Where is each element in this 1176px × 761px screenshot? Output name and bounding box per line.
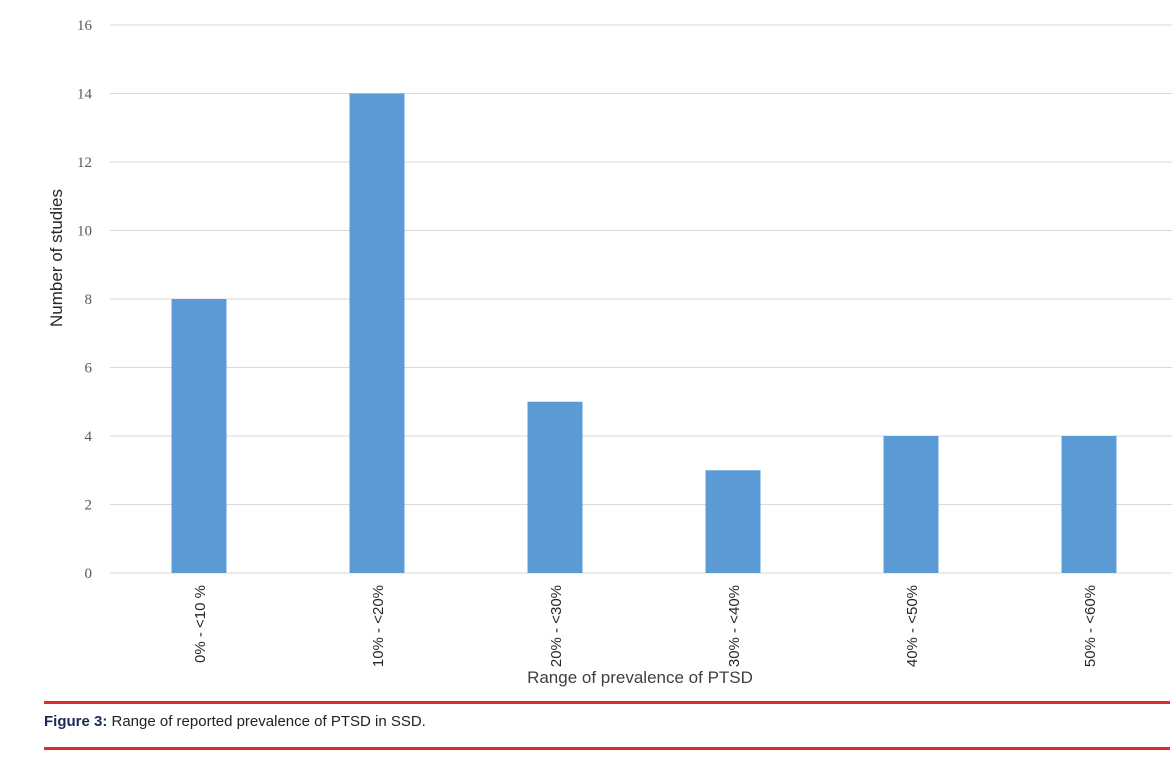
bar	[171, 299, 227, 573]
caption-bottom-rule	[44, 747, 1170, 750]
x-axis-ticks: 0% - <10 % 10% - <20% 20% - <30% 30% - <40%…	[192, 585, 1099, 667]
bar	[1061, 436, 1117, 573]
x-tick-label: 0% - <10 %	[192, 585, 209, 663]
bar	[527, 401, 583, 573]
y-axis-ticks: 0 2 4 6 8 10 12 14 16	[77, 18, 93, 582]
x-tick-label: 10% - <20%	[370, 585, 387, 667]
x-axis-title: Range of prevalence of PTSD	[527, 668, 753, 687]
y-tick-label: 12	[77, 155, 92, 171]
caption-top-rule	[44, 701, 1170, 704]
bars	[171, 93, 1117, 573]
y-tick-label: 14	[77, 87, 93, 103]
y-tick-label: 2	[85, 498, 93, 514]
y-tick-label: 16	[77, 18, 93, 34]
bar	[349, 93, 405, 573]
bar	[883, 436, 939, 573]
y-tick-label: 4	[85, 429, 93, 445]
y-tick-label: 0	[85, 566, 93, 582]
caption-text: Range of reported prevalence of PTSD in …	[107, 713, 426, 730]
y-tick-label: 8	[85, 292, 93, 308]
y-axis-title: Number of studies	[47, 189, 66, 327]
bar	[705, 470, 761, 573]
x-tick-label: 50% - <60%	[1082, 585, 1099, 667]
y-tick-label: 10	[77, 224, 92, 240]
x-tick-label: 40% - <50%	[904, 585, 921, 667]
figure-caption: Figure 3: Range of reported prevalence o…	[44, 713, 426, 730]
caption-label: Figure 3:	[44, 713, 108, 730]
gridlines	[110, 24, 1172, 574]
x-tick-label: 20% - <30%	[548, 585, 565, 667]
x-tick-label: 30% - <40%	[726, 585, 743, 667]
y-tick-label: 6	[85, 361, 93, 377]
